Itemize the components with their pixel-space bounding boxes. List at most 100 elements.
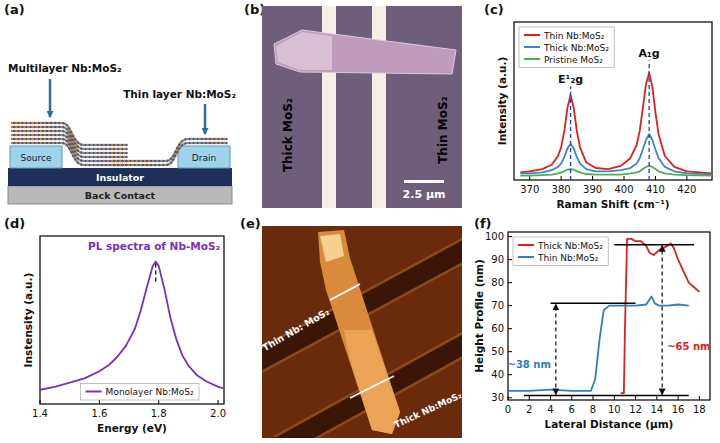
- plot-marks: [520, 60, 712, 180]
- reference-line: [614, 244, 694, 246]
- legend: Thick Nb:MoS₂ Thin Nb:MoS₂: [513, 237, 608, 266]
- reference-line: [524, 395, 689, 397]
- x-tick-label: 420: [677, 184, 696, 195]
- series-line: [520, 73, 712, 173]
- panel-letter: (f): [474, 216, 492, 231]
- reference-line: [551, 303, 636, 305]
- chart-title: PL spectra of Nb-MoS₂: [88, 240, 220, 252]
- flake: [318, 230, 400, 434]
- y-tick: [508, 236, 512, 237]
- legend-label: Pristine MoS₂: [544, 55, 603, 65]
- series-line: [621, 239, 700, 393]
- x-tick-label: 10: [608, 404, 621, 415]
- legend-label: Monolayer Nb:MoS₂: [106, 387, 194, 397]
- legend-label: Thin Nb:MoS₂: [537, 253, 599, 263]
- mos2-layer: [112, 139, 228, 161]
- y-axis-title: Instensity (a.u.): [22, 273, 34, 368]
- legend-label: Thick Nb:MoS₂: [543, 43, 609, 53]
- x-tick-label: 410: [646, 184, 665, 195]
- x-tick-label: 6: [569, 404, 575, 415]
- insulator: [8, 168, 232, 186]
- y-tick: [508, 397, 512, 398]
- label: 2.5 µm: [403, 188, 446, 201]
- y-tick: [508, 374, 512, 375]
- panel-b: (b)Thick MoS₂Thin MoS₂2.5 µm: [244, 2, 462, 208]
- mos2-layer: [12, 123, 128, 145]
- y-tick-label: 60: [491, 323, 504, 334]
- label: Drain: [192, 153, 216, 163]
- y-tick: [508, 259, 512, 260]
- chart-panel: (f)02468101214161830405060708090100Later…: [473, 216, 710, 430]
- x-tick: [686, 176, 687, 180]
- label: Thick MoS₂: [281, 98, 295, 172]
- x-tick-label: 1.6: [91, 408, 107, 419]
- legend-label: Thick Nb:MoS₂: [537, 241, 603, 251]
- plot-frame: [508, 232, 710, 400]
- x-tick: [158, 400, 159, 404]
- chart-panel: (d)1.41.61.82.0Energy (eV)Instensity (a.…: [4, 216, 226, 434]
- y-tick-label: 70: [491, 300, 504, 311]
- label: Thin Nb: MoS₂: [260, 306, 331, 353]
- legend-frame: [81, 384, 199, 401]
- x-axis-title: Lateral Distance (µm): [545, 418, 674, 430]
- legend-swatch: [518, 244, 534, 246]
- series-line: [520, 166, 712, 176]
- legend-frame: [519, 27, 614, 68]
- legend-swatch: [518, 256, 534, 258]
- series-line: [40, 262, 224, 390]
- source: [10, 146, 62, 168]
- legend-frame: [513, 237, 608, 266]
- height-label: ~65 nm: [667, 341, 710, 352]
- legend: Monolayer Nb:MoS₂: [81, 384, 199, 401]
- x-tick: [99, 400, 100, 404]
- flake-thick: [344, 330, 400, 434]
- x-tick: [624, 176, 625, 180]
- chart-panel: (c)370380390400410420Raman Shift (cm⁻¹)I…: [484, 2, 712, 210]
- label: Back Contact: [85, 190, 156, 201]
- legend-swatch: [86, 391, 102, 393]
- label: Multilayer Nb:MoS₂: [8, 62, 122, 74]
- y-tick: [508, 328, 512, 329]
- peak-line: [570, 86, 571, 180]
- plot-frame: [40, 236, 224, 404]
- x-tick: [561, 176, 562, 180]
- x-axis-title: Energy (eV): [97, 422, 167, 434]
- y-tick: [508, 351, 512, 352]
- pointer-arrow: [204, 104, 207, 134]
- x-tick-label: 8: [590, 404, 596, 415]
- legend: Thin Nb:MoS₂ Thick Nb:MoS₂ Pristine MoS₂: [519, 27, 614, 68]
- label: Insulator: [96, 172, 144, 183]
- flake-highlight: [320, 234, 344, 262]
- x-tick-label: 2: [526, 404, 532, 415]
- x-tick: [656, 396, 657, 400]
- panel-letter: (d): [4, 216, 25, 231]
- y-axis-title: Intensity (a.u.): [496, 57, 508, 146]
- y-tick-label: 30: [491, 392, 504, 403]
- profile-line: [330, 284, 360, 300]
- figure: (a)InsulatorBack ContactSourceDrainMulti…: [0, 0, 720, 443]
- x-tick: [614, 396, 615, 400]
- pointer-arrow: [49, 79, 52, 117]
- label: Thick Nb:MoS₂: [393, 390, 464, 430]
- back-contact: [8, 186, 232, 204]
- x-tick-label: 16: [672, 404, 685, 415]
- optical-image: [262, 6, 462, 208]
- label: Thin layer Nb:MoS₂: [123, 88, 236, 100]
- y-tick-label: 40: [491, 369, 504, 380]
- panel-letter: (c): [484, 2, 504, 17]
- legend-label: Thin Nb:MoS₂: [543, 31, 605, 41]
- plot-frame: [514, 22, 712, 180]
- y-tick: [508, 282, 512, 283]
- label: Source: [21, 153, 52, 163]
- x-axis-title: Raman Shift (cm⁻¹): [556, 198, 669, 210]
- electrode: [372, 6, 386, 208]
- x-tick: [571, 396, 572, 400]
- scale-bar: [404, 180, 444, 183]
- series-line: [520, 134, 712, 174]
- x-tick-label: 18: [693, 404, 706, 415]
- y-tick: [508, 305, 512, 306]
- peak-line: [648, 60, 649, 180]
- x-tick: [635, 396, 636, 400]
- y-tick-label: 50: [491, 346, 504, 357]
- x-tick-label: 14: [650, 404, 663, 415]
